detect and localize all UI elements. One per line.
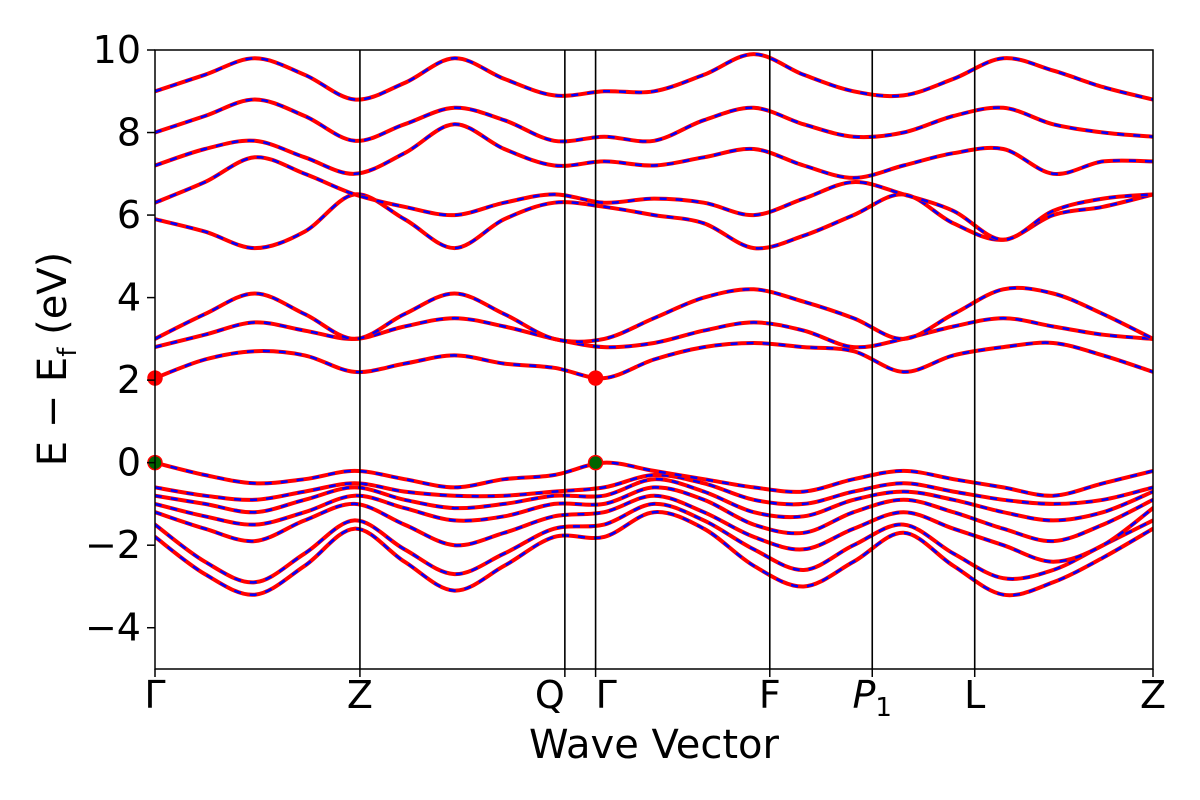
bands-layer: [155, 52, 1153, 598]
band-overlay-line-3: [155, 494, 1153, 563]
x-tick-label-7: L: [964, 673, 985, 717]
plot-frame: [154, 49, 1154, 670]
band-line-12: [155, 155, 1153, 242]
band-overlay-line-7: [155, 461, 1153, 497]
y-axis-label-unit: (eV): [30, 252, 76, 348]
band-overlay-line-14: [155, 98, 1153, 143]
y-tick-label-4: 2: [117, 358, 141, 402]
y-tick-label-8: 10: [93, 28, 141, 72]
cbm-marker-4: [587, 370, 604, 386]
high-symmetry-lines: [359, 50, 976, 669]
y-tick-label-5: 4: [117, 276, 141, 320]
x-axis-label: Wave Vector: [529, 722, 780, 768]
y-axis-ticks: −4 −2 0 2 4 6 8 10: [85, 28, 155, 650]
band-overlay-line-8: [155, 341, 1153, 380]
x-tick-label-5: F: [759, 673, 781, 717]
y-tick-label-6: 6: [117, 193, 141, 237]
y-tick-label-3: 0: [117, 441, 141, 485]
vbm-marker-2: [587, 454, 604, 471]
band-overlay-line-1: [155, 510, 1153, 597]
y-tick-label-2: −2: [85, 523, 141, 567]
band-overlay-line-15: [155, 52, 1153, 101]
band-overlay-line-10: [155, 286, 1153, 343]
band-overlay-line-4: [155, 486, 1153, 543]
band-line-5: [155, 477, 1153, 523]
y-axis-label-main: E − E: [30, 357, 76, 467]
x-tick-label-8: Z: [1140, 673, 1166, 717]
band-overlay-line-11: [155, 193, 1153, 250]
y-axis-label-sub: f: [53, 347, 83, 357]
x-tick-label-2: Z: [347, 673, 373, 717]
band-line-14: [155, 97, 1153, 144]
band-overlay-line-12: [155, 156, 1153, 242]
y-axis-label: E − Ef (eV): [30, 252, 83, 467]
x-tick-label-1: Γ: [144, 673, 165, 717]
band-edge-markers: [147, 370, 604, 471]
y-tick-label-1: −4: [85, 606, 141, 650]
band-overlay-line-6: [155, 473, 1153, 506]
x-tick-label-4: Γ: [596, 673, 617, 717]
y-tick-label-7: 8: [117, 111, 141, 155]
band-overlay-line-9: [155, 316, 1153, 349]
x-axis-ticks: Γ Z Q Γ F P1 L Z: [144, 669, 1166, 723]
band-overlay-line-13: [155, 123, 1153, 180]
band-line-15: [155, 52, 1153, 102]
band-line-9: [155, 316, 1153, 350]
band-overlay-line-2: [155, 502, 1153, 584]
band-line-13: [155, 122, 1153, 180]
x-tick-label-3: Q: [535, 673, 565, 717]
x-tick-label-6: P1: [853, 673, 892, 723]
